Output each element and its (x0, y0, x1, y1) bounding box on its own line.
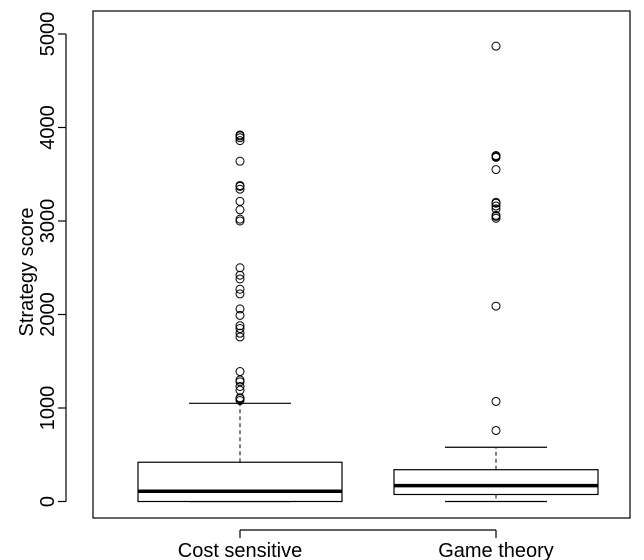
y-tick-label: 5000 (37, 12, 59, 57)
outlier-point (235, 304, 245, 314)
outlier-point (235, 270, 245, 280)
outlier-point (235, 136, 245, 146)
outlier-point (235, 196, 245, 206)
outlier-point (235, 393, 245, 403)
outlier-point (235, 310, 245, 320)
x-tick-label: Cost sensitive (178, 540, 303, 560)
outlier-point (235, 367, 245, 377)
outlier-point (235, 324, 245, 334)
outlier-point (235, 263, 245, 273)
box (137, 461, 343, 503)
outlier-point (235, 274, 245, 284)
outlier-point (235, 328, 245, 338)
x-tick-label: Game theory (438, 540, 554, 560)
outlier-point (235, 205, 245, 215)
outlier-point (235, 156, 245, 166)
outlier-point (235, 130, 245, 140)
outlier-point (491, 41, 501, 51)
plot-frame (92, 10, 631, 519)
outlier-point (491, 210, 501, 220)
box (393, 469, 599, 496)
y-tick-label: 0 (37, 496, 59, 507)
outlier-point (235, 381, 245, 391)
outlier-point (491, 165, 501, 175)
outlier-point (235, 377, 245, 387)
outlier-point (491, 201, 501, 211)
outlier-point (491, 396, 501, 406)
outlier-point (235, 321, 245, 331)
outlier-point (235, 180, 245, 190)
y-axis-label: Strategy score (16, 208, 38, 337)
outlier-point (491, 301, 501, 311)
outlier-point (235, 214, 245, 224)
outlier-point (235, 289, 245, 299)
outlier-point (491, 197, 501, 207)
y-tick-label: 4000 (37, 105, 59, 150)
outlier-point (235, 216, 245, 226)
outlier-point (235, 184, 245, 194)
y-tick-label: 3000 (37, 199, 59, 244)
y-tick-label: 2000 (37, 292, 59, 337)
outlier-point (491, 151, 501, 161)
outlier-point (491, 204, 501, 214)
y-tick-label: 1000 (37, 386, 59, 431)
outlier-point (235, 284, 245, 294)
outlier-point (491, 425, 501, 435)
plot-area: 0 1000 2000 3000 4000 5000 Cost sensitive Game … (37, 10, 631, 560)
